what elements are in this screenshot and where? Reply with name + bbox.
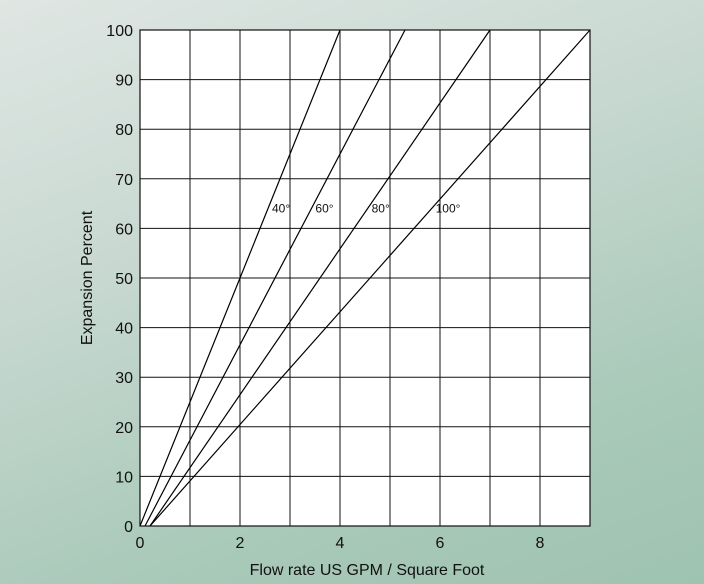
y-tick-label: 10 bbox=[115, 469, 133, 486]
y-tick-label: 40 bbox=[115, 321, 133, 338]
y-tick-label: 70 bbox=[115, 172, 133, 189]
y-tick-label: 100 bbox=[106, 23, 133, 40]
series-lines bbox=[139, 29, 591, 527]
x-tick-label: 2 bbox=[236, 535, 245, 552]
x-tick-label: 6 bbox=[436, 535, 445, 552]
y-tick-label: 90 bbox=[115, 73, 133, 90]
y-tick-label: 30 bbox=[115, 370, 133, 387]
y-axis-title: Expansion Percent bbox=[79, 210, 96, 345]
y-tick-label: 60 bbox=[115, 221, 133, 238]
y-tick-label: 0 bbox=[124, 519, 133, 536]
series-line bbox=[149, 29, 591, 527]
x-tick-label: 8 bbox=[536, 535, 545, 552]
series-label: 60° bbox=[315, 202, 333, 216]
series-labels: 40° 60° 80° 100° bbox=[272, 202, 461, 216]
y-tick-labels: 0 10 20 30 40 50 60 70 80 90 100 bbox=[106, 23, 133, 536]
plot-frame bbox=[139, 29, 591, 527]
series-label: 80° bbox=[372, 202, 390, 216]
series-line bbox=[139, 29, 341, 527]
y-tick-label: 20 bbox=[115, 420, 133, 437]
y-tick-label: 80 bbox=[115, 122, 133, 139]
series-line bbox=[144, 29, 406, 527]
grid bbox=[140, 30, 590, 526]
y-tick-label: 50 bbox=[115, 271, 133, 288]
x-axis-title: Flow rate US GPM / Square Foot bbox=[250, 562, 485, 579]
series-label: 40° bbox=[272, 202, 290, 216]
x-tick-label: 4 bbox=[336, 535, 345, 552]
series-line bbox=[149, 29, 491, 527]
x-tick-label: 0 bbox=[136, 535, 145, 552]
series-label: 100° bbox=[436, 202, 461, 216]
x-tick-labels: 0 2 4 6 8 bbox=[136, 535, 545, 552]
